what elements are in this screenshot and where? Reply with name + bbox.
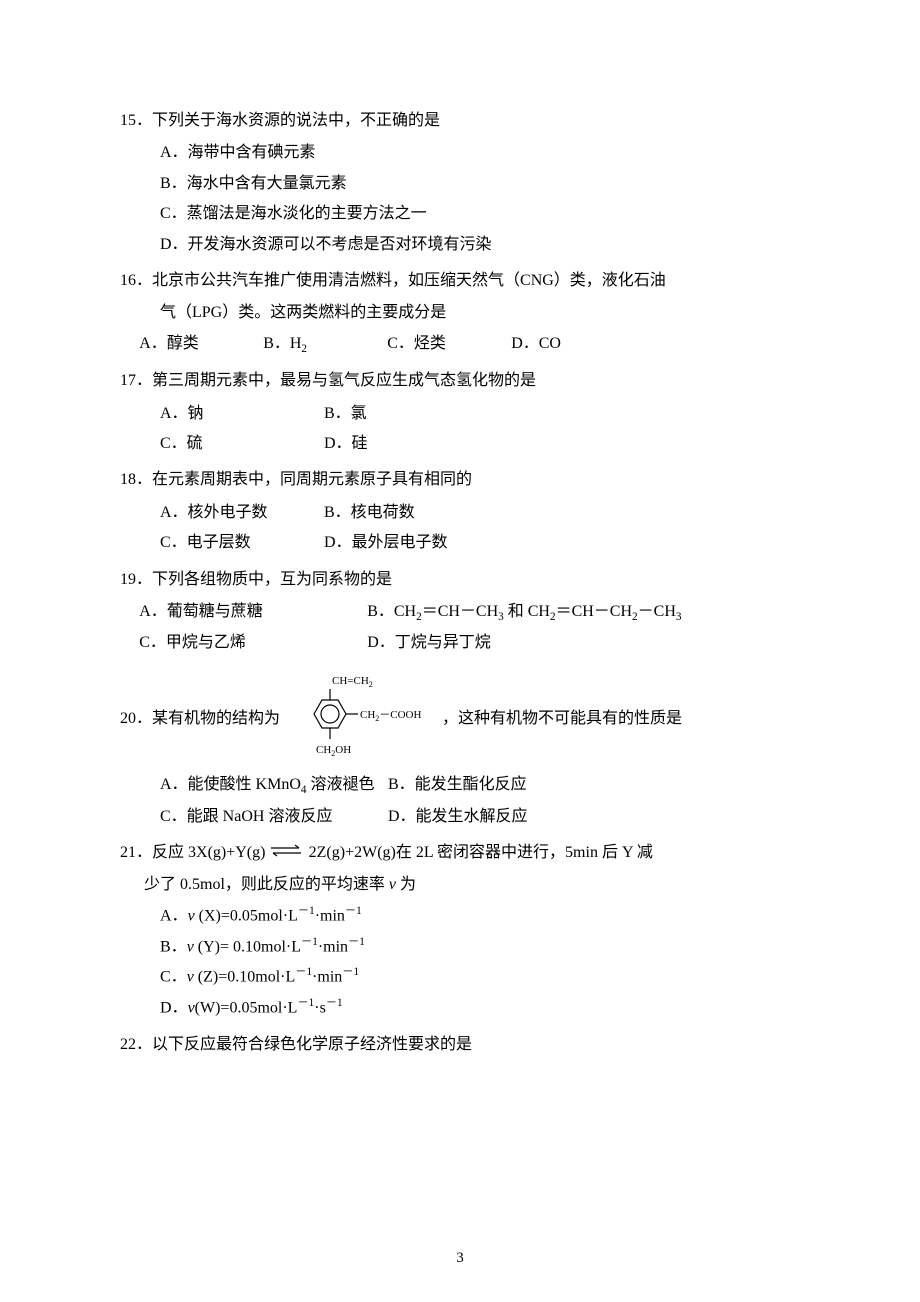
q20-options-row1: A．能使酸性 KMnO4 溶液褪色 B．能发生酯化反应 bbox=[120, 770, 800, 801]
q18-opt-b: B．核电荷数 bbox=[324, 498, 484, 528]
q15-opt-a: A．海带中含有碘元素 bbox=[120, 138, 800, 168]
q18-stem: 18．在元素周期表中，同周期元素原子具有相同的 bbox=[120, 465, 800, 495]
q16-opt-a: A．醇类 bbox=[139, 329, 259, 359]
q17-options-row1: A．钠 B．氯 bbox=[120, 399, 800, 429]
q18-text: 在元素周期表中，同周期元素原子具有相同的 bbox=[152, 471, 472, 488]
q19-text: 下列各组物质中，互为同系物的是 bbox=[152, 571, 392, 588]
q15-opt-c: C．蒸馏法是海水淡化的主要方法之一 bbox=[120, 199, 800, 229]
q22-text: 以下反应最符合绿色化学原子经济性要求的是 bbox=[152, 1036, 472, 1053]
q16-stem-line1: 16．北京市公共汽车推广使用清洁燃料，如压缩天然气（CNG）类，液化石油 bbox=[120, 266, 800, 296]
q19-opt-b: B．CH2＝CH－CH3 和 CH2＝CH－CH2－CH3 bbox=[367, 603, 681, 620]
reversible-arrow-icon bbox=[269, 845, 304, 861]
q19-number: 19． bbox=[120, 571, 152, 588]
q15-stem: 15．下列关于海水资源的说法中，不正确的是 bbox=[120, 106, 800, 136]
q16-stem-line2: 气（LPG）类。这两类燃料的主要成分是 bbox=[120, 298, 800, 328]
q19-stem: 19．下列各组物质中，互为同系物的是 bbox=[120, 565, 800, 595]
q20-opt-a: A．能使酸性 KMnO4 溶液褪色 bbox=[160, 770, 384, 801]
q19-options-row2: C．甲烷与乙烯 D．丁烷与异丁烷 bbox=[120, 628, 800, 658]
q16-text1: 北京市公共汽车推广使用清洁燃料，如压缩天然气（CNG）类，液化石油 bbox=[152, 272, 666, 289]
q18-options-row1: A．核外电子数 B．核电荷数 bbox=[120, 498, 800, 528]
q18-number: 18． bbox=[120, 471, 152, 488]
q15-opt-b: B．海水中含有大量氯元素 bbox=[120, 169, 800, 199]
q16-opt-b: B．H2 bbox=[263, 329, 383, 360]
q16-opt-d: D．CO bbox=[511, 329, 631, 359]
q16-number: 16． bbox=[120, 272, 152, 289]
q21-opt-d: D．v(W)=0.05mol·L－1·s－1 bbox=[120, 993, 800, 1024]
q22-stem: 22．以下反应最符合绿色化学原子经济性要求的是 bbox=[120, 1030, 800, 1060]
q17-number: 17． bbox=[120, 372, 152, 389]
q15-number: 15． bbox=[120, 112, 152, 129]
q17-opt-c: C．硫 bbox=[160, 429, 320, 459]
svg-text:CH2－COOH: CH2－COOH bbox=[360, 709, 422, 723]
q17-options-row2: C．硫 D．硅 bbox=[120, 429, 800, 459]
q20-structure-icon: CH=CH2 CH2－COOH CH2OH bbox=[286, 669, 436, 770]
q19-opt-a: A．葡萄糖与蔗糖 bbox=[139, 597, 363, 627]
q20-opt-c: C．能跟 NaOH 溶液反应 bbox=[160, 802, 384, 832]
q20-text-pre: 某有机物的结构为 bbox=[152, 710, 280, 727]
q18-opt-a: A．核外电子数 bbox=[160, 498, 320, 528]
q21-number: 21． bbox=[120, 844, 152, 861]
q17-stem: 17．第三周期元素中，最易与氢气反应生成气态氢化物的是 bbox=[120, 366, 800, 396]
q17-text: 第三周期元素中，最易与氢气反应生成气态氢化物的是 bbox=[152, 372, 536, 389]
q20-stem: 20．某有机物的结构为 CH=CH2 CH2－COOH CH2OH ，这种有机物… bbox=[120, 669, 800, 770]
q19-opt-d: D．丁烷与异丁烷 bbox=[367, 628, 591, 658]
q18-opt-c: C．电子层数 bbox=[160, 528, 320, 558]
exam-page: 15．下列关于海水资源的说法中，不正确的是 A．海带中含有碘元素 B．海水中含有… bbox=[0, 0, 920, 1302]
svg-text:CH=CH2: CH=CH2 bbox=[332, 675, 373, 689]
q16-options: A．醇类 B．H2 C．烃类 D．CO bbox=[120, 329, 800, 360]
q21-text1a: 反应 3X(g)+Y(g) bbox=[152, 844, 269, 861]
q21-stem-line1: 21．反应 3X(g)+Y(g) 2Z(g)+2W(g)在 2L 密闭容器中进行… bbox=[120, 838, 800, 868]
q21-opt-c: C．v (Z)=0.10mol·L－1·min－1 bbox=[120, 962, 800, 993]
q16-opt-c: C．烃类 bbox=[387, 329, 507, 359]
q21-opt-a: A．v (X)=0.05mol·L－1·min－1 bbox=[120, 901, 800, 932]
q21-opt-b: B．v (Y)= 0.10mol·L－1·min－1 bbox=[120, 932, 800, 963]
q20-number: 20． bbox=[120, 710, 152, 727]
q17-opt-a: A．钠 bbox=[160, 399, 320, 429]
q15-text: 下列关于海水资源的说法中，不正确的是 bbox=[152, 112, 440, 129]
q19-options-row1: A．葡萄糖与蔗糖 B．CH2＝CH－CH3 和 CH2＝CH－CH2－CH3 bbox=[120, 597, 800, 628]
q20-opt-d: D．能发生水解反应 bbox=[388, 802, 612, 832]
svg-text:CH2OH: CH2OH bbox=[316, 744, 351, 758]
q20-text-post: ，这种有机物不可能具有的性质是 bbox=[442, 704, 682, 734]
q20-opt-b: B．能发生酯化反应 bbox=[388, 770, 612, 800]
q21-text1b: 2Z(g)+2W(g)在 2L 密闭容器中进行，5min 后 Y 减 bbox=[305, 844, 653, 861]
q20-options-row2: C．能跟 NaOH 溶液反应 D．能发生水解反应 bbox=[120, 802, 800, 832]
q17-opt-d: D．硅 bbox=[324, 429, 484, 459]
q17-opt-b: B．氯 bbox=[324, 399, 484, 429]
page-number: 3 bbox=[0, 1244, 920, 1273]
q15-opt-d: D．开发海水资源可以不考虑是否对环境有污染 bbox=[120, 230, 800, 260]
q19-opt-c: C．甲烷与乙烯 bbox=[139, 628, 363, 658]
q21-stem-line2: 少了 0.5mol，则此反应的平均速率 v 为 bbox=[120, 870, 800, 900]
q18-opt-d: D．最外层电子数 bbox=[324, 528, 484, 558]
q18-options-row2: C．电子层数 D．最外层电子数 bbox=[120, 528, 800, 558]
q22-number: 22． bbox=[120, 1036, 152, 1053]
